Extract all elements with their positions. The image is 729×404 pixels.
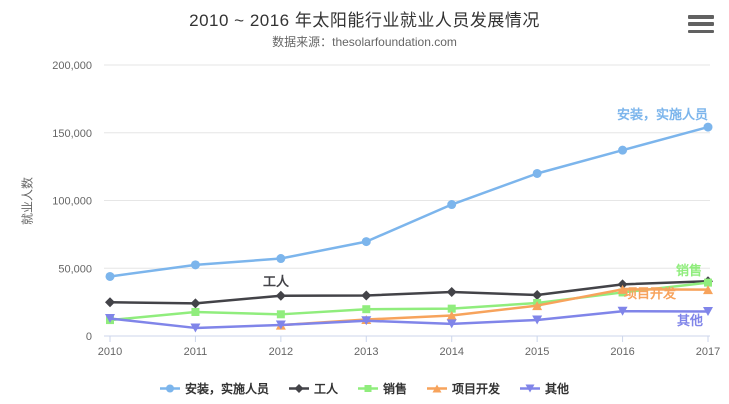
svg-text:150,000: 150,000	[52, 128, 92, 140]
legend-label: 其他	[545, 382, 570, 396]
legend-label: 销售	[382, 382, 407, 396]
chart-subtitle: 数据来源：thesolarfoundation.com	[272, 35, 457, 49]
svg-text:2012: 2012	[269, 346, 293, 358]
svg-text:2011: 2011	[184, 346, 208, 358]
series-label-project-dev: 项目开发	[624, 286, 677, 301]
legend-item-manufacturing[interactable]: 工人	[288, 380, 338, 397]
legend-label: 项目开发	[452, 382, 501, 396]
plot-area: 0 50,000 100,000 150,000 200,000 2010 2011 2012…	[52, 60, 720, 358]
series-label-sales: 销售	[676, 263, 703, 278]
circle-marker-icon	[159, 382, 180, 395]
svg-text:2010: 2010	[98, 346, 122, 358]
legend-label: 工人	[313, 382, 338, 396]
svg-text:2015: 2015	[525, 346, 549, 358]
hamburger-bar	[688, 29, 714, 33]
hamburger-bar	[688, 22, 714, 26]
svg-text:2014: 2014	[439, 346, 463, 358]
legend-item-installation[interactable]: 安装，实施人员	[159, 380, 269, 397]
svg-text:200,000: 200,000	[52, 60, 92, 72]
legend: 安装，实施人员 工人 销售 项目开发 其他	[0, 380, 729, 397]
svg-text:0: 0	[86, 331, 92, 343]
legend-label: 安装，实施人员	[184, 382, 269, 396]
hamburger-icon[interactable]	[686, 13, 716, 35]
series-label-manufacturing: 工人	[263, 274, 290, 289]
svg-text:2016: 2016	[610, 346, 634, 358]
series-label-installation: 安装，实施人员	[617, 107, 709, 122]
chart-title: 2010 ~ 2016 年太阳能行业就业人员发展情况	[189, 11, 540, 30]
legend-item-other[interactable]: 其他	[520, 380, 569, 397]
series-label-other: 其他	[677, 313, 704, 328]
svg-text:2013: 2013	[354, 346, 378, 358]
triangle-down-marker-icon	[520, 382, 541, 395]
svg-text:50,000: 50,000	[58, 263, 92, 275]
svg-text:100,000: 100,000	[52, 196, 92, 208]
square-marker-icon	[357, 382, 378, 395]
svg-text:2017: 2017	[696, 346, 720, 358]
hamburger-bar	[688, 15, 714, 19]
legend-item-sales[interactable]: 销售	[357, 380, 407, 397]
diamond-marker-icon	[288, 382, 309, 395]
legend-item-project-dev[interactable]: 项目开发	[427, 380, 500, 397]
triangle-marker-icon	[427, 382, 447, 395]
